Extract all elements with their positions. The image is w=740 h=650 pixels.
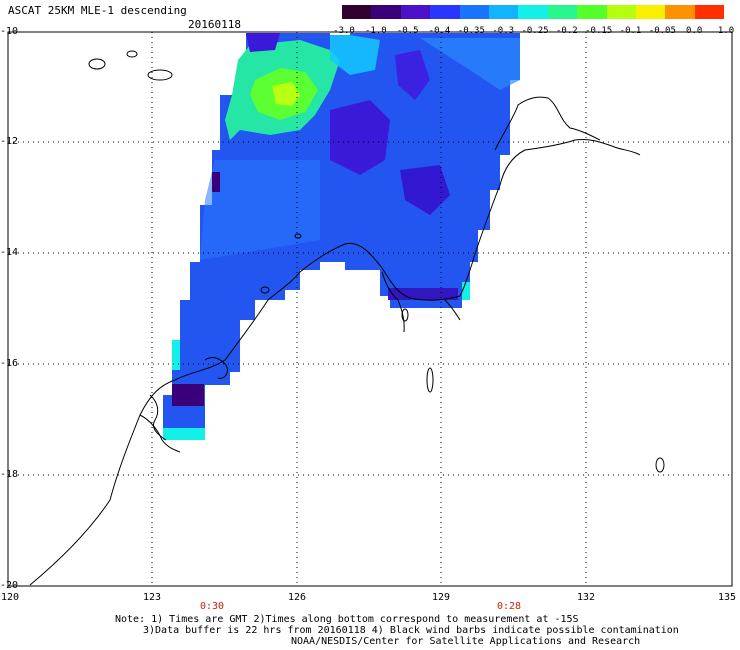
colorbar-label-1: -1.0: [364, 26, 387, 36]
lon-label-126: 126: [288, 592, 307, 603]
time-label-2: 0:28: [497, 601, 522, 612]
swath-dark-patch-4: [246, 33, 280, 52]
lon-label-120: 120: [1, 592, 20, 603]
colorbar-label-10: -0.05: [648, 26, 676, 36]
coast-cambridge-gulf: [381, 271, 405, 333]
colorbar-label-12: 1.0: [717, 26, 735, 36]
colorbar-label-9: -0.1: [619, 26, 642, 36]
island-3: [126, 50, 138, 58]
swath-dark-patch-2: [395, 50, 430, 100]
note-line-1: Note: 1) Times are GMT 2)Times along bot…: [115, 614, 579, 625]
lon-label-135: 135: [718, 592, 737, 603]
colorbar-swatch-10: [635, 5, 666, 19]
colorbar-label-5: -0.3: [492, 26, 514, 36]
colorbar-label-8: -0.15: [585, 26, 613, 36]
swath-purple-edge: [212, 172, 220, 192]
coast-king-sound: [204, 357, 228, 379]
colorbar-swatch-12: [694, 5, 725, 19]
swath-yellow-core: [272, 82, 300, 106]
swath-purple-south: [172, 384, 204, 406]
map-title: ASCAT 25KM MLE-1 descending 20160118: [8, 4, 241, 31]
ascat-swath: [163, 33, 520, 440]
colorbar-label-0: -3.0: [333, 26, 355, 36]
colorbar-swatch-3: [430, 5, 460, 19]
coast-dampier-peninsula: [139, 414, 181, 453]
time-label-1: 0:30: [200, 601, 225, 612]
coastlines: [29, 50, 665, 586]
lat-label-18: -18: [0, 469, 19, 480]
swath-dark-patch-1: [330, 100, 390, 175]
lat-label-10: -10: [0, 26, 19, 37]
island-2: [147, 69, 173, 81]
colorbar-swatch-4: [459, 5, 489, 19]
swath-light-patch: [200, 160, 320, 260]
colorbar-swatch-5: [488, 5, 519, 19]
swath-cyan-east: [462, 282, 470, 300]
note-line-3: NOAA/NESDIS/Center for Satellite Applica…: [291, 636, 641, 647]
lat-label-20: -20: [0, 580, 19, 591]
lon-label-132: 132: [577, 592, 596, 603]
lon-label-129: 129: [432, 592, 451, 603]
colorbar-labels: -3.0 -1.0 -0.5 -0.4 -0.35 -0.3 -0.25 -0.2 -0.15-…: [330, 26, 734, 38]
island-4: [655, 457, 665, 473]
colorbar-label-6: -0.25: [521, 26, 549, 36]
lat-label-14: -14: [0, 247, 19, 258]
graticule: [8, 32, 732, 586]
island-5: [401, 308, 409, 322]
colorbar-swatch-6: [518, 5, 548, 19]
colorbar-swatch-1: [371, 5, 401, 19]
note-line-2: 3)Data buffer is 22 hrs from 20160118 4)…: [143, 625, 679, 636]
swath-cyan-left: [172, 340, 180, 370]
swath-dark-patch-3: [400, 165, 450, 215]
lat-label-16: -16: [0, 358, 19, 369]
lat-label-12: -12: [0, 136, 19, 147]
island-1: [88, 58, 106, 70]
colorbar-swatch-11: [665, 5, 695, 19]
colorbar-label-11: 0.0: [686, 26, 703, 36]
island-6: [426, 367, 434, 393]
colorbar-swatch-9: [606, 5, 636, 19]
title-date: 20160118: [188, 18, 241, 31]
island-7: [294, 233, 302, 239]
coast-east: [611, 145, 641, 156]
coast-joseph-bonaparte: [444, 299, 461, 321]
coast-dampier-tip: [149, 394, 167, 441]
colorbar-label-3: -0.4: [428, 26, 451, 36]
swath-lightblue: [420, 38, 520, 90]
island-8: [260, 286, 270, 294]
colorbar-label-4: -0.35: [457, 26, 485, 36]
swath-main: [163, 33, 520, 440]
colorbar-swatch-7: [547, 5, 578, 19]
colorbar-label-2: -0.5: [396, 26, 419, 36]
coast-cape-londonderry: [494, 96, 601, 151]
swath-cyan-south: [163, 428, 205, 440]
colorbar-swatch-8: [577, 5, 607, 19]
colorbar: [342, 5, 725, 19]
colorbar-swatch-0: [342, 5, 372, 19]
swath-cyan-top: [330, 35, 380, 75]
colorbar-label-7: -0.2: [555, 26, 578, 36]
title-text: ASCAT 25KM MLE-1 descending: [8, 4, 187, 17]
lon-label-123: 123: [143, 592, 162, 603]
colorbar-swatch-2: [400, 5, 431, 19]
